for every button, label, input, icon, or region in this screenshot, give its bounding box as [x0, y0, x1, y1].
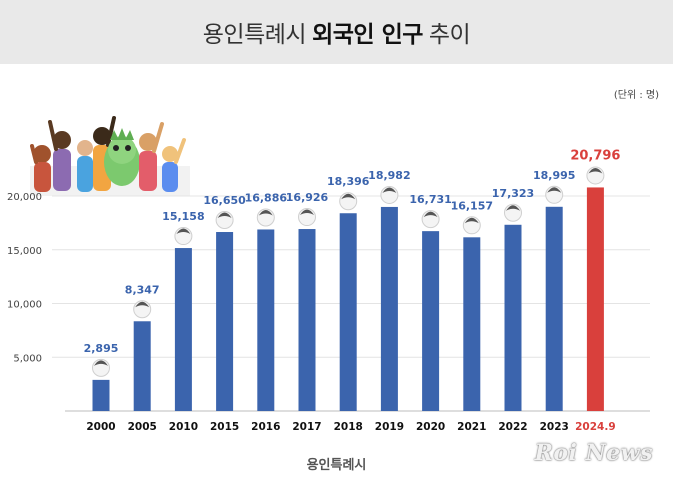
bar-value-label: 16,926	[286, 191, 329, 204]
bar	[422, 231, 440, 411]
bar-value-label: 8,347	[125, 283, 160, 296]
bar	[298, 229, 316, 411]
person-icon	[174, 227, 193, 246]
person-icon	[586, 166, 605, 185]
x-tick-label: 2024.9	[575, 421, 616, 433]
title-city: 용인특례시	[202, 22, 307, 48]
person-icon	[256, 208, 275, 227]
person-icon	[215, 211, 234, 230]
x-tick-label: 2005	[128, 421, 157, 433]
bar-value-label: 18,982	[368, 169, 410, 182]
page-title: 용인특례시 외국인 인구 추이	[202, 15, 471, 49]
x-tick-label: 2010	[169, 421, 198, 433]
bar-value-label: 18,995	[533, 169, 575, 182]
person-icon	[339, 192, 358, 211]
person-markers	[92, 166, 605, 377]
y-tick-label: 5,000	[13, 353, 42, 364]
title-bold: 외국인 인구	[312, 22, 423, 48]
y-tick-label: 10,000	[7, 300, 42, 311]
bar	[504, 224, 522, 411]
person-icon	[298, 208, 316, 227]
bar-value-label: 17,323	[492, 187, 534, 200]
x-tick-label: 2023	[540, 421, 569, 433]
bar-value-label: 15,158	[162, 210, 204, 223]
y-axis-ticks: 5,000 10,000 15,000 20,000	[7, 192, 42, 364]
x-tick-label: 2021	[457, 421, 486, 433]
person-icon	[133, 300, 152, 319]
brand-logo: 용인특례시	[306, 458, 367, 473]
bar	[463, 237, 481, 411]
bar	[92, 379, 110, 411]
bar-value-label: 2,895	[84, 342, 119, 355]
unit-label: (단위 : 명)	[613, 90, 659, 101]
header-banner: 용인특례시 외국인 인구 추이	[0, 0, 673, 64]
bar-value-label: 20,796	[570, 148, 620, 163]
crowd-illustration-icon	[30, 116, 190, 196]
x-tick-label: 2020	[416, 421, 445, 433]
x-tick-label: 2017	[292, 421, 321, 433]
x-tick-label: 2022	[498, 421, 527, 433]
bar	[133, 321, 151, 411]
bar	[586, 187, 604, 411]
person-icon	[462, 216, 481, 235]
title-end: 추이	[428, 22, 471, 48]
person-icon	[380, 185, 399, 204]
bar-value-label: 18,396	[327, 175, 370, 188]
bar-value-label: 16,650	[203, 194, 246, 207]
person-icon	[92, 358, 110, 377]
bar-value-label: 16,157	[451, 199, 493, 212]
bar	[174, 248, 192, 411]
x-tick-label: 2000	[86, 421, 115, 433]
person-icon	[545, 185, 564, 204]
bar	[545, 206, 563, 411]
bar	[257, 229, 275, 411]
bar-value-label: 16,886	[245, 191, 288, 204]
watermark: Roi News	[534, 440, 653, 466]
bar-value-label: 16,731	[409, 193, 451, 206]
x-tick-label: 2019	[375, 421, 404, 433]
x-tick-label: 2018	[334, 421, 363, 433]
bar	[380, 206, 398, 411]
person-icon	[504, 203, 522, 222]
y-tick-label: 15,000	[7, 246, 42, 257]
y-tick-label: 20,000	[7, 192, 42, 203]
x-tick-label: 2016	[251, 421, 280, 433]
person-icon	[421, 210, 440, 229]
bars	[92, 187, 604, 411]
bar	[339, 213, 357, 411]
x-tick-label: 2015	[210, 421, 239, 433]
bar	[216, 232, 234, 411]
x-axis-ticks: 2000 2005 2010 2015 2016 2017 2018 2019 2020 2021…	[86, 421, 615, 433]
